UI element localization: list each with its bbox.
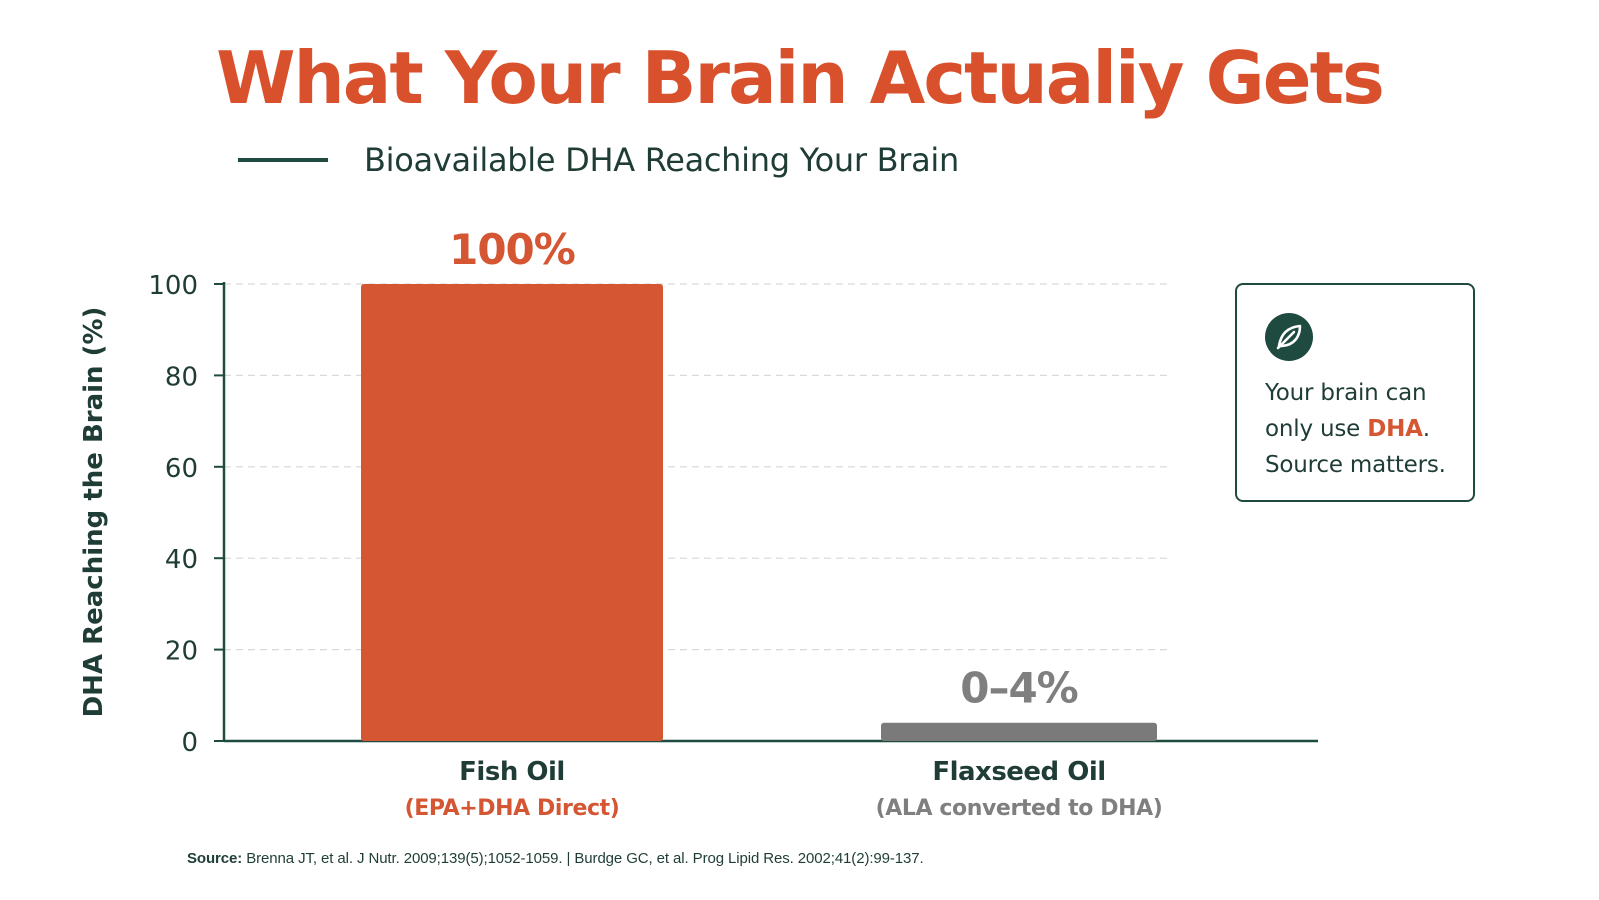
data-label-flaxseed-oil: 0–4% (960, 664, 1078, 713)
callout-line-2: only use DHA. (1265, 411, 1470, 447)
callout-line-2-suffix: . (1422, 416, 1430, 442)
y-tick-label-40: 40 (165, 545, 198, 575)
callout-highlight: DHA (1367, 416, 1423, 442)
leaf-icon (1265, 313, 1313, 361)
callout-line-1: Your brain can (1265, 380, 1427, 406)
legend-label: Bioavailable DHA Reaching Your Brain (364, 141, 959, 179)
source-citation: Source: Brenna JT, et al. J Nutr. 2009;1… (187, 850, 924, 867)
x-sublabel-flaxseed-oil: (ALA converted to DHA) (876, 796, 1163, 821)
source-text: Brenna JT, et al. J Nutr. 2009;139(5);10… (246, 850, 924, 867)
y-tick-label-60: 60 (165, 454, 198, 484)
data-label-fish-oil: 100% (449, 225, 575, 274)
info-callout: Your brain can only use DHA. Source matt… (1235, 283, 1475, 502)
x-sublabel-fish-oil: (EPA+DHA Direct) (405, 796, 620, 821)
y-tick-label-20: 20 (165, 637, 198, 667)
y-tick-label-0: 0 (181, 728, 198, 758)
y-tick-label-100: 100 (148, 271, 198, 301)
callout-line-2-prefix: only use (1265, 416, 1368, 442)
bar-fish-oil (361, 284, 663, 741)
bar-flaxseed-oil (881, 722, 1157, 741)
callout-line-3: Source matters. (1265, 452, 1446, 478)
legend: Bioavailable DHA Reaching Your Brain (238, 138, 959, 182)
x-tick-label-flaxseed-oil: Flaxseed Oil (932, 757, 1105, 787)
x-tick-label-fish-oil: Fish Oil (459, 757, 565, 787)
y-tick-label-80: 80 (165, 362, 198, 392)
callout-text: Your brain can only use DHA. Source matt… (1265, 375, 1470, 483)
source-label: Source: (187, 850, 243, 867)
y-axis-label: DHA Reaching the Brain (%) (79, 307, 109, 718)
chart-title: What Your Brain Actualiy Gets (216, 36, 1385, 120)
legend-swatch (238, 158, 328, 162)
